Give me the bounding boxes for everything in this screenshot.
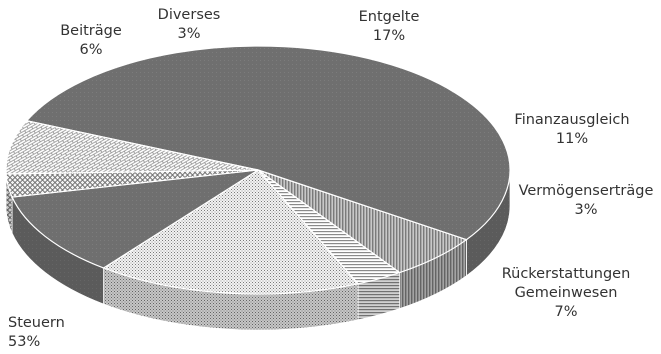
slice-finanzausgleich [11, 169, 259, 269]
slice-steuern [25, 45, 511, 241]
slice-rueckerstattungen-gemeinwesen [5, 120, 259, 175]
slice-category-label: Rückerstattungen [502, 266, 631, 282]
slice-percent-label: 11% [556, 131, 588, 147]
slice-category-label: Diverses [158, 7, 221, 23]
slice-percent-label: 53% [8, 334, 40, 350]
slice-percent-label: 17% [373, 28, 405, 44]
data-label-finanzausgleich: Finanzausgleich 11% [514, 112, 629, 147]
slice-percent-label: 6% [79, 42, 102, 58]
slice-percent-label: 3% [177, 26, 200, 42]
data-label-vermoegensertraege: Vermögenserträge 3% [519, 183, 654, 218]
slice-percent-label: 3% [574, 202, 597, 218]
slice-category-label: Entgelte [359, 9, 420, 25]
data-label-beitraege: Beiträge 6% [60, 23, 122, 58]
slice-category-label: Gemeinwesen [515, 285, 618, 301]
slice-entgelte [102, 169, 360, 295]
slice-category-label: Finanzausgleich [514, 112, 629, 128]
data-label-rueckerstattungen-gemeinwesen: Rückerstattungen Gemeinwesen 7% [502, 266, 631, 320]
slice-percent-label: 7% [554, 304, 577, 320]
slice-category-label: Steuern [8, 315, 65, 331]
data-label-steuern: Steuern 53% [8, 315, 65, 350]
slice-category-label: Vermögenserträge [519, 183, 654, 199]
slice-category-label: Beiträge [60, 23, 122, 39]
data-label-diverses: Diverses 3% [158, 7, 221, 42]
data-label-entgelte: Entgelte 17% [359, 9, 420, 44]
